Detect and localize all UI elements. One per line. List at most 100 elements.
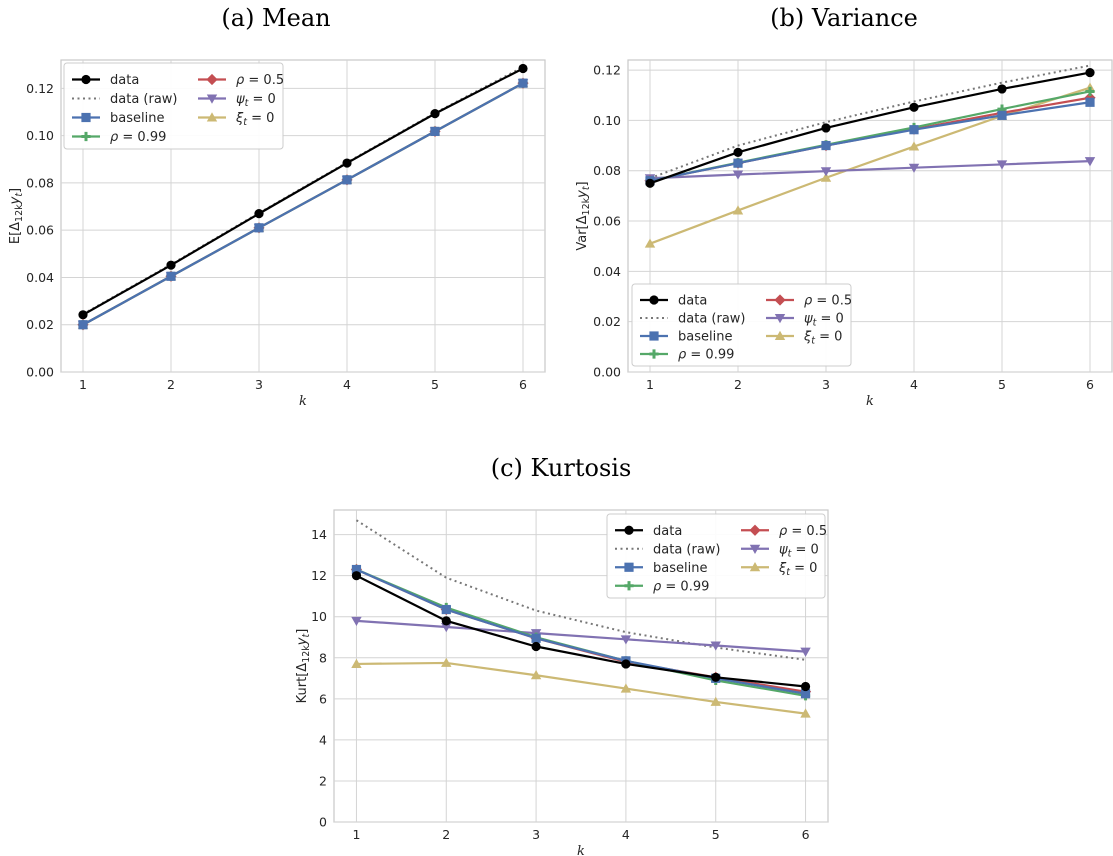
data-point: [733, 147, 743, 157]
x-tick-label: 4: [343, 377, 351, 392]
x-tick-label: 3: [532, 827, 540, 842]
data-point: [644, 238, 656, 248]
x-axis-label: k: [866, 394, 874, 409]
series-line: [356, 619, 806, 653]
legend-label: ρ = 0.99: [653, 579, 709, 594]
data-point: [441, 616, 451, 626]
legend-item-rho05: ρ = 0.5: [766, 294, 852, 309]
y-tick-label: 0.12: [593, 63, 621, 78]
chart-panel-1: (a) Mean 1 2 3 4 5 6 0.00 0.02 0.04 0.06 0.08 0.10 0.…: [8, 4, 546, 409]
legend-label: ρ = 0.5: [804, 294, 852, 309]
legend-item-psi0: ψt = 0: [198, 92, 276, 109]
y-axis-label: Kurt[Δ12kyt]: [295, 629, 312, 704]
legend-marker: [649, 331, 659, 341]
legend-label: ρ = 0.99: [110, 130, 166, 145]
legend-item-xi0: ξt = 0: [766, 330, 842, 347]
legend-item-baseline: baseline: [640, 330, 732, 345]
legend-marker: [774, 294, 786, 306]
series-line: [355, 574, 806, 688]
legend-item-baseline: baseline: [615, 561, 707, 576]
legend-item-data: data: [640, 294, 707, 309]
series-line: [82, 67, 524, 316]
y-tick-label: 0.12: [26, 81, 54, 96]
legend-marker: [206, 94, 218, 104]
data-point: [518, 63, 528, 74]
legend-label: data: [110, 73, 139, 88]
series-baseline: [78, 78, 528, 330]
data-point: [620, 635, 632, 645]
x-tick-label: 2: [167, 377, 175, 392]
series-xi0: [351, 657, 811, 718]
data-point: [530, 670, 542, 680]
legend: data data (raw) baseline ρ = 0.99 ρ = 0.5 ψt …: [63, 62, 284, 150]
chart-title: (a) Mean: [221, 4, 330, 32]
series-line: [649, 101, 1091, 182]
data-point: [531, 633, 541, 643]
legend-item-rho099: ρ = 0.99: [72, 130, 166, 145]
legend-item-psi0: ψt = 0: [766, 312, 844, 329]
data-point: [800, 647, 811, 657]
y-tick-label: 0.06: [593, 214, 621, 229]
legend-marker: [749, 544, 761, 554]
series-data: [645, 67, 1095, 188]
x-tick-label: 3: [822, 377, 830, 392]
series-psi0: [644, 157, 1096, 184]
data-point: [820, 167, 832, 177]
series-line: [649, 71, 1091, 185]
legend-label: ψt = 0: [236, 92, 276, 109]
data-point: [909, 102, 919, 112]
legend-marker: [774, 314, 786, 324]
series-line: [356, 661, 806, 715]
y-axis-label: Var[Δ12kyt]: [575, 181, 592, 250]
x-axis-label: k: [299, 394, 307, 409]
data-point: [732, 205, 744, 215]
legend-label: ρ = 0.99: [678, 348, 734, 363]
y-tick-label: 0.04: [593, 264, 621, 279]
data-point: [732, 170, 744, 180]
legend-item-rho05: ρ = 0.5: [198, 73, 284, 88]
legend-item-rho099: ρ = 0.99: [615, 579, 709, 594]
data-point: [996, 160, 1008, 170]
legend-box: [631, 283, 852, 367]
y-tick-label: 0.10: [593, 113, 621, 128]
y-tick-label: 2: [319, 773, 327, 788]
x-tick-label: 5: [712, 827, 720, 842]
legend-marker: [774, 330, 786, 340]
legend-marker: [749, 562, 761, 572]
legend-item-rho05: ρ = 0.5: [741, 524, 827, 539]
x-tick-label: 5: [998, 377, 1006, 392]
data-point: [821, 140, 831, 151]
data-point: [1085, 67, 1095, 78]
y-tick-label: 10: [311, 609, 327, 624]
data-point: [710, 641, 721, 651]
data-point: [254, 223, 264, 233]
data-point: [78, 320, 88, 330]
x-tick-label: 4: [910, 377, 918, 392]
x-axis-label: k: [577, 844, 585, 856]
x-tick-label: 4: [622, 827, 630, 842]
legend-label: data: [678, 294, 707, 309]
data-point: [351, 658, 362, 668]
data-point: [1084, 157, 1096, 167]
data-point: [441, 604, 451, 615]
legend-marker: [749, 524, 761, 536]
data-point: [997, 84, 1007, 94]
data-point: [351, 616, 362, 627]
data-point: [430, 126, 440, 136]
y-tick-label: 0.02: [26, 317, 54, 332]
legend-item-rho099: ρ = 0.99: [640, 348, 734, 363]
legend: data data (raw) baseline ρ = 0.99 ρ = 0.5 ψt …: [606, 513, 827, 599]
legend-marker: [649, 295, 659, 305]
legend-label: baseline: [653, 561, 707, 576]
data-point: [351, 564, 362, 575]
legend-label: data (raw): [653, 542, 721, 557]
y-axis-label: E[Δ12kyt]: [8, 188, 25, 244]
legend-marker: [624, 581, 634, 591]
legend-marker: [624, 525, 634, 535]
series-data-raw: [355, 519, 806, 661]
data-point: [1085, 86, 1095, 97]
legend-item-data: data: [72, 73, 139, 88]
data-point: [909, 125, 919, 135]
legend-label: baseline: [678, 330, 732, 345]
